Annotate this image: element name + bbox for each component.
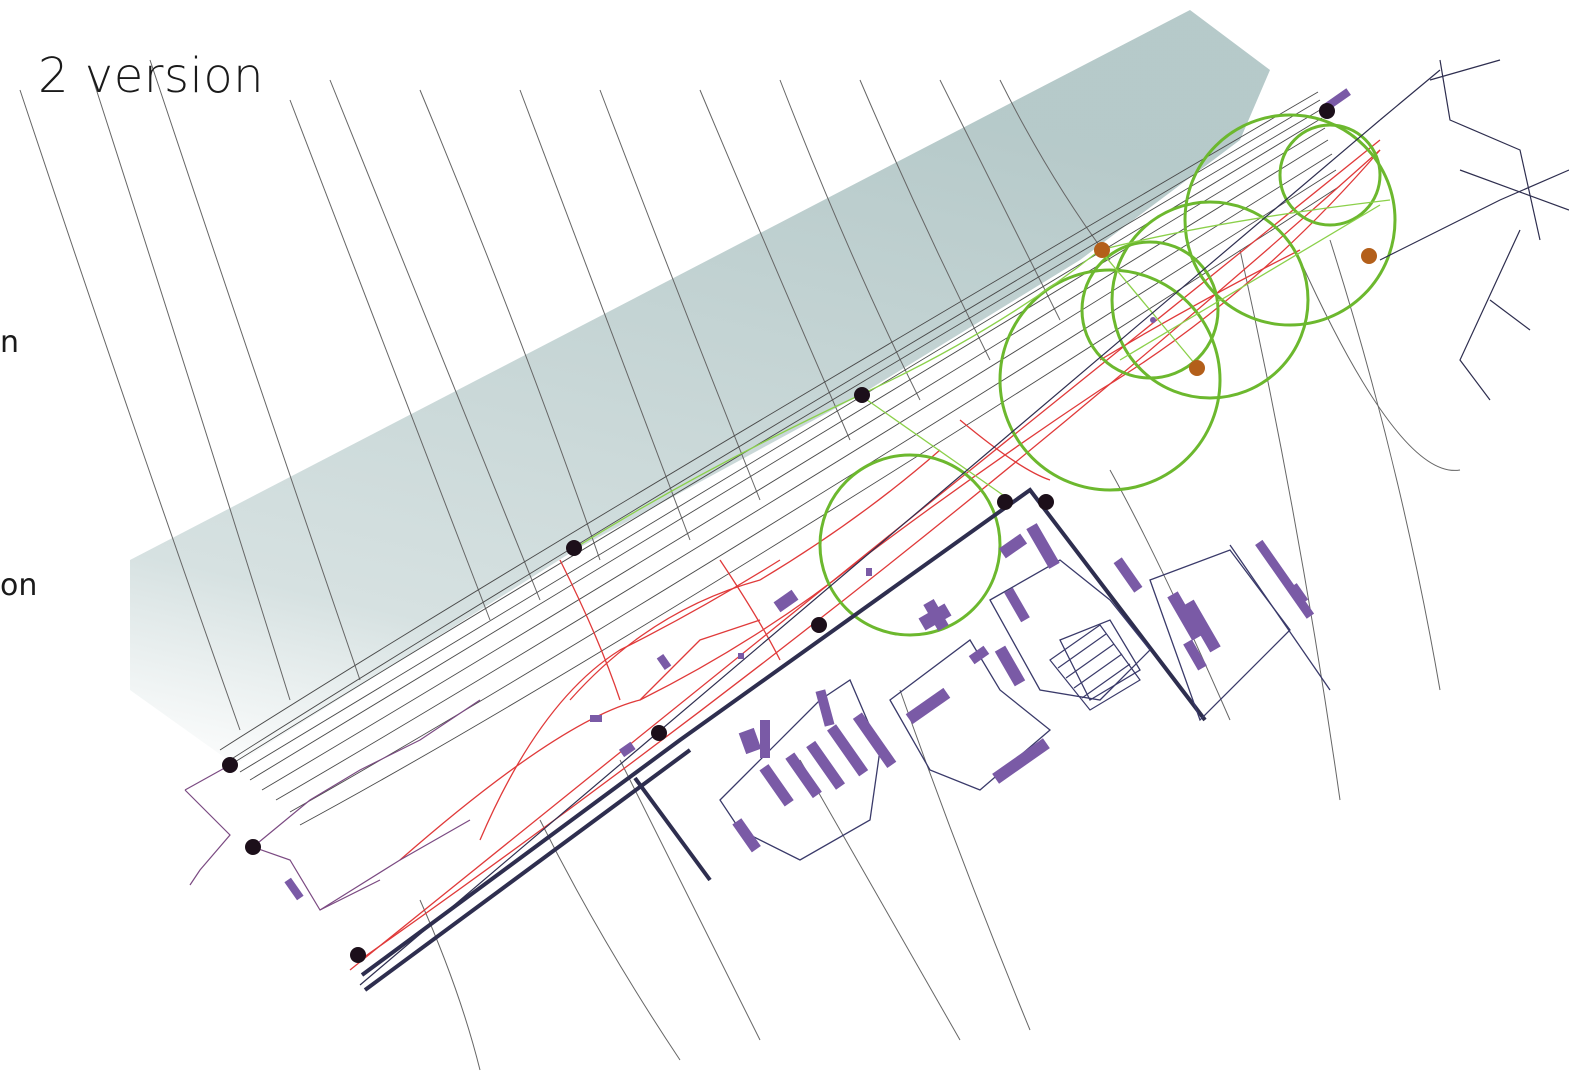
junction-orange-icon [1094, 242, 1110, 258]
main-road [360, 487, 1207, 992]
junction-points [1094, 242, 1377, 376]
buildings [284, 88, 1351, 901]
boundary-paths [184, 699, 481, 911]
trail-lines [574, 199, 1391, 549]
bathymetry-lines [19, 59, 1461, 1071]
node-dot-icon [997, 494, 1013, 510]
node-dot-icon [651, 725, 667, 741]
road-network [359, 59, 1569, 986]
node-dot-icon [1319, 103, 1335, 119]
parking-stripes [1049, 624, 1141, 711]
cut-off-label: on [0, 568, 38, 603]
node-dot-icon [811, 617, 827, 633]
node-dot-icon [245, 839, 261, 855]
cut-off-label: n [0, 325, 20, 360]
node-dot-icon [566, 540, 582, 556]
node-dot-icon [350, 947, 366, 963]
node-dot-icon [222, 757, 238, 773]
node-dot-icon [854, 387, 870, 403]
junction-orange-icon [1361, 248, 1377, 264]
node-points [222, 103, 1335, 963]
page-title: 2 version [38, 48, 265, 104]
trail-arcs [818, 113, 1397, 637]
sea-band [130, 10, 1270, 765]
junction-orange-icon [1189, 360, 1205, 376]
block-outlines [719, 544, 1331, 861]
node-dot-icon [1038, 494, 1054, 510]
